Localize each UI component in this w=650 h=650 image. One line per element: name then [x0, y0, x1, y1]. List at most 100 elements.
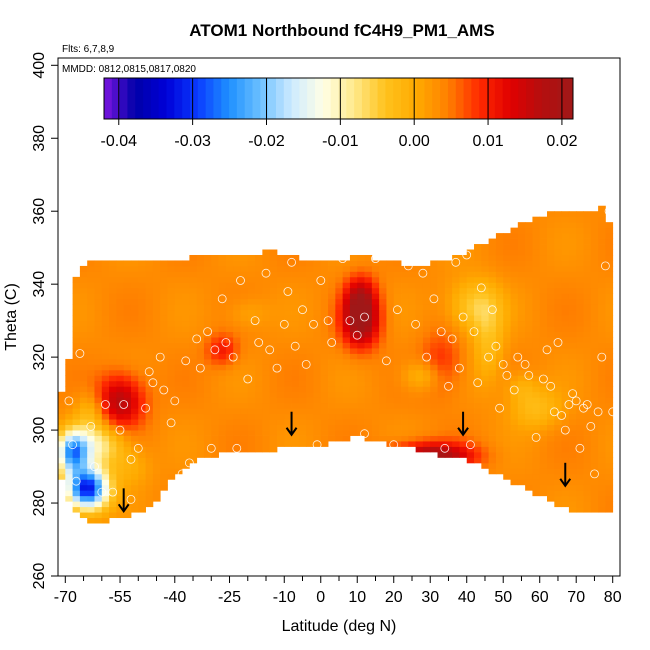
- heatmap-cell: [379, 287, 387, 294]
- heatmap-cell: [466, 380, 475, 387]
- heatmap-cell: [576, 501, 584, 508]
- x-tick-label: 60: [531, 589, 549, 606]
- heatmap-cell: [583, 391, 592, 398]
- heatmap-cell: [466, 304, 475, 311]
- heatmap-cell: [291, 287, 300, 294]
- heatmap-cell: [167, 419, 176, 426]
- heatmap-cell: [233, 298, 241, 305]
- heatmap-cell: [430, 276, 438, 283]
- heatmap-cell: [152, 320, 161, 327]
- heatmap-cell: [583, 506, 592, 513]
- heatmap-cell: [233, 413, 241, 420]
- heatmap-cell: [452, 441, 460, 447]
- heatmap-cell: [576, 506, 584, 513]
- heatmap-cell: [65, 441, 73, 447]
- heatmap-cell: [233, 315, 241, 322]
- heatmap-cell: [371, 391, 380, 398]
- heatmap-cell: [495, 276, 504, 283]
- heatmap-cell: [145, 402, 154, 409]
- heatmap-cell: [422, 397, 431, 404]
- heatmap-cell: [298, 331, 307, 338]
- heatmap-cell: [379, 337, 387, 343]
- heatmap-cell: [203, 271, 212, 278]
- heatmap-cell: [87, 397, 95, 404]
- heatmap-cell: [386, 441, 395, 447]
- heatmap-cell: [87, 282, 95, 289]
- heatmap-cell: [255, 282, 263, 289]
- heatmap-cell: [130, 501, 139, 508]
- heatmap-cell: [539, 287, 548, 294]
- sample-point: [487, 305, 497, 315]
- heatmap-cell: [371, 326, 380, 332]
- sample-point: [177, 469, 187, 479]
- heatmap-cell: [474, 457, 482, 464]
- heatmap-cell: [547, 238, 555, 245]
- x-tick-label: 70: [567, 589, 585, 606]
- heatmap-cell: [517, 408, 526, 415]
- heatmap-cell: [605, 233, 614, 239]
- heatmap-cell: [138, 473, 146, 480]
- heatmap-cell: [590, 501, 599, 508]
- heatmap-cell: [72, 353, 81, 360]
- heatmap-cell: [255, 386, 263, 393]
- sample-point: [243, 374, 253, 384]
- heatmap-cell: [459, 391, 468, 398]
- heatmap-cell: [335, 293, 344, 300]
- heatmap-cell: [452, 369, 460, 376]
- heatmap-cell: [240, 326, 249, 332]
- heatmap-cell: [313, 380, 322, 387]
- heatmap-cell: [306, 413, 314, 420]
- heatmap-cell: [517, 304, 526, 311]
- colorbar-segment: [182, 78, 191, 119]
- heatmap-cell: [568, 353, 577, 360]
- sample-point: [287, 257, 297, 267]
- heatmap-cell: [72, 413, 81, 420]
- heatmap-cell: [539, 364, 548, 371]
- heatmap-cell: [415, 441, 424, 447]
- heatmap-cell: [576, 331, 584, 338]
- heatmap-cell: [255, 430, 263, 436]
- heatmap-cell: [503, 473, 511, 480]
- heatmap-cell: [598, 364, 606, 371]
- heatmap-cell: [313, 402, 322, 409]
- sample-point: [108, 487, 118, 497]
- heatmap-cell: [174, 369, 183, 376]
- heatmap-cell: [415, 276, 424, 283]
- heatmap-cell: [474, 408, 482, 415]
- heatmap-cell: [349, 375, 358, 382]
- heatmap-cell: [583, 495, 592, 502]
- heatmap-cell: [233, 320, 241, 327]
- heatmap-cell: [123, 293, 132, 300]
- heatmap-cell: [510, 419, 519, 426]
- heatmap-cell: [349, 315, 358, 322]
- heatmap-cell: [72, 473, 81, 480]
- heatmap-cell: [554, 473, 563, 480]
- heatmap-cell: [466, 397, 475, 404]
- heatmap-cell: [313, 391, 322, 398]
- heatmap-cell: [203, 287, 212, 294]
- heatmap-cell: [532, 227, 541, 234]
- heatmap-cell: [561, 342, 570, 349]
- heatmap-cell: [109, 364, 117, 371]
- heatmap-cell: [517, 451, 526, 458]
- heatmap-cell: [269, 271, 278, 278]
- sample-point: [454, 363, 464, 373]
- heatmap-cell: [525, 254, 533, 261]
- heatmap-cell: [547, 369, 555, 376]
- heatmap-cell: [561, 419, 570, 426]
- heatmap-cell: [87, 468, 95, 475]
- sample-point: [86, 421, 96, 431]
- heatmap-cell: [65, 484, 73, 491]
- heatmap-cell: [583, 430, 592, 436]
- sample-point: [447, 334, 457, 344]
- heatmap-cell: [182, 271, 190, 278]
- heatmap-cell: [160, 391, 168, 398]
- heatmap-cell: [130, 265, 139, 272]
- heatmap-cell: [72, 468, 81, 475]
- heatmap-cell: [284, 282, 292, 289]
- heatmap-cell: [196, 451, 205, 458]
- heatmap-cell: [167, 260, 176, 267]
- heatmap-cell: [422, 413, 431, 420]
- heatmap-cell: [79, 287, 88, 294]
- heatmap-cell: [503, 238, 511, 245]
